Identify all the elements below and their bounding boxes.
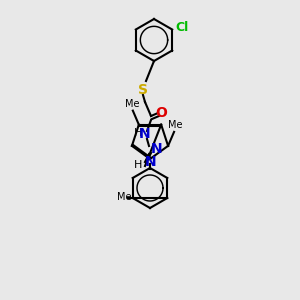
- Text: O: O: [155, 106, 167, 120]
- Text: N: N: [139, 127, 151, 141]
- Text: Me: Me: [117, 192, 131, 202]
- Text: S: S: [138, 83, 148, 97]
- Text: H: H: [134, 128, 142, 138]
- Text: N: N: [145, 155, 157, 169]
- Text: Cl: Cl: [175, 21, 188, 34]
- Text: Me: Me: [168, 120, 182, 130]
- Text: H: H: [134, 160, 142, 170]
- Text: Me: Me: [124, 99, 139, 109]
- Text: N: N: [151, 142, 163, 156]
